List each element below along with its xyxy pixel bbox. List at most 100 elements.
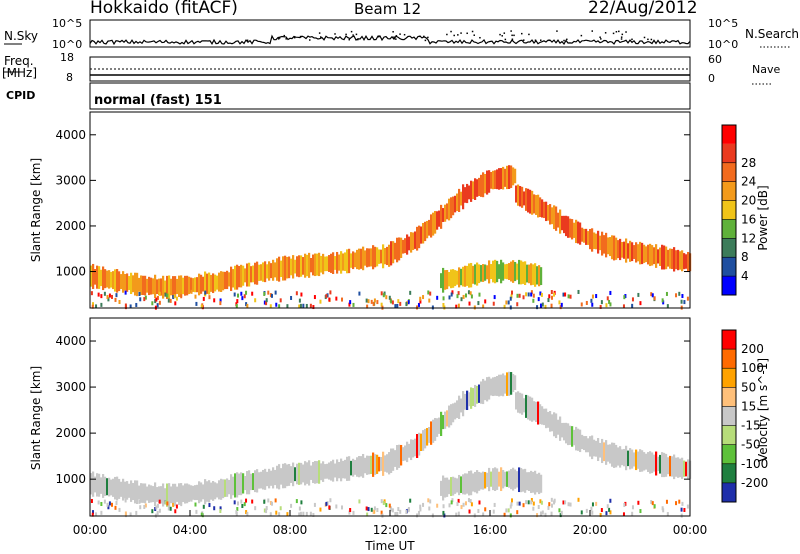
velocity-echo [470,502,473,507]
velocity-echo [563,422,566,441]
velocity-echo [550,511,553,516]
velocity-echo [370,455,373,475]
power-echo [388,244,391,267]
noise-point [395,38,397,40]
noise-point [600,38,602,40]
velocity-echo [468,509,471,514]
velocity-echo [378,456,381,472]
velocity-echo [478,500,481,505]
power-echo [624,294,627,299]
power-echo [436,295,439,300]
velocity-echo [218,480,221,500]
velocity-echo [595,501,598,506]
power-echo [460,268,463,286]
power-echo [518,293,521,298]
velocity-echo [605,440,608,465]
noise-tick-top-right: 10^5 [708,17,738,30]
velocity-echo [241,503,244,508]
power-echo [158,291,161,296]
velocity-echo [509,504,512,509]
power-echo [551,207,554,225]
power-echo [326,256,329,272]
velocity-echo [202,504,205,509]
velocity-echo [431,513,434,518]
velocity-echo [530,497,533,502]
velocity-echo [235,511,238,516]
velocity-echo [515,392,518,410]
power-echo [496,260,499,283]
velocity-echo [609,510,612,515]
velocity-echo [536,473,539,493]
power-echo [282,256,285,281]
power-echo [608,299,611,304]
power-echo [228,272,231,287]
power-echo [180,275,183,297]
power-echo [609,302,612,307]
power-echo [547,204,550,221]
velocity-echo [516,510,519,515]
power-echo [167,298,170,303]
power-echo [397,299,400,304]
power-echo [398,237,401,261]
velocity-echo [384,455,387,472]
velocity-echo [420,433,423,451]
noise-point [345,33,347,36]
velocity-echo [416,434,419,459]
velocity-echo [240,472,243,496]
power-colorbar: 4 8 12 16 20 24 28 [721,124,756,296]
power-echo [130,272,133,295]
velocity-echo [565,422,568,444]
velocity-echo [528,472,531,491]
velocity-echo [466,473,469,494]
power-echo [532,298,535,303]
power-echo [537,194,540,218]
power-echo [512,260,515,283]
power-echo [158,278,161,296]
velocity-echo [260,471,263,489]
power-echo [488,260,491,284]
velocity-echo [334,463,337,478]
power-echo [639,241,642,265]
power-echo [200,274,203,294]
velocity-echo [496,376,499,396]
power-echo [196,277,199,293]
x-tick-label: 12:00 [373,523,408,537]
velocity-echo [427,498,430,503]
power-echo [220,271,223,292]
velocity-echo [110,479,113,496]
velocity-echo [245,498,248,503]
noise-point [450,30,452,33]
velocity-echo [120,481,123,497]
velocity-echo [328,462,331,480]
velocity-echo [95,512,98,517]
colorbar-segment [722,276,736,295]
power-echo [168,275,171,299]
power-echo [492,301,495,306]
velocity-echo [122,478,125,501]
y-tick-label: 1000 [55,472,86,486]
velocity-echo [442,475,445,501]
velocity-echo [130,480,133,502]
velocity-echo [256,469,259,493]
power-echo [643,244,646,263]
velocity-echo [388,503,391,508]
noise-point [511,34,513,37]
power-echo [593,232,596,249]
power-echo [619,238,622,261]
power-echo [376,247,379,267]
power-echo [254,298,257,303]
velocity-echo [396,511,399,516]
velocity-echo [500,374,503,396]
velocity-echo [537,401,540,425]
nave-tick-bottom: 0 [708,72,715,85]
velocity-echo [444,411,447,429]
velocity-echo [319,507,322,512]
velocity-echo [156,503,159,508]
power-echo [454,270,457,287]
velocity-echo [414,438,417,457]
velocity-echo [599,442,602,458]
velocity-echo [352,510,355,515]
velocity-echo [452,476,455,496]
power-echo [235,304,238,309]
velocity-echo [493,502,496,507]
